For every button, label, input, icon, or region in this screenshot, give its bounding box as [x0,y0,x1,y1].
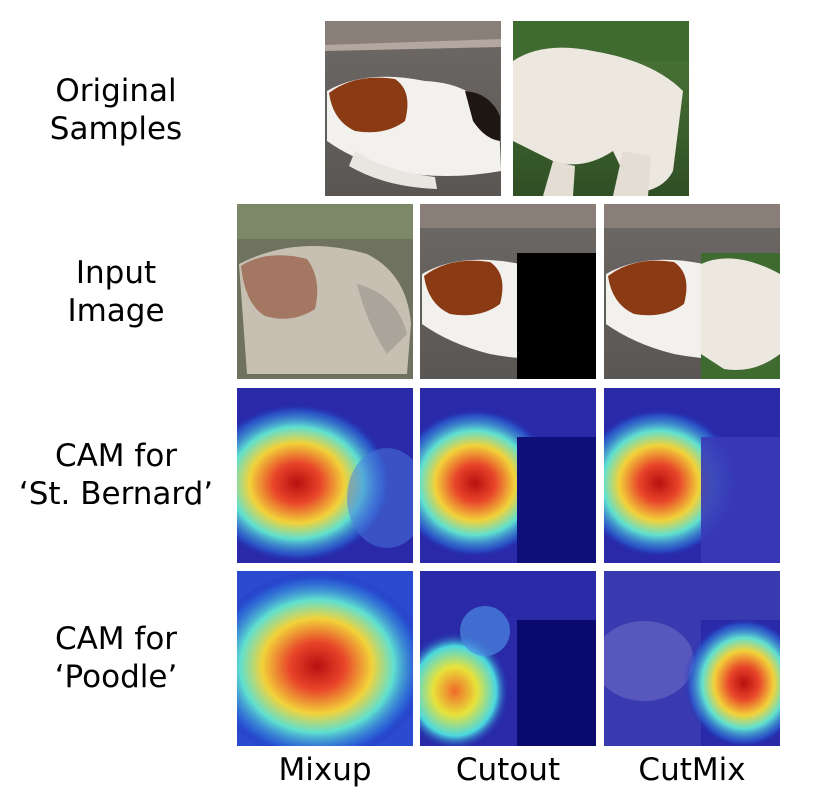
input-mixup-image [237,204,413,379]
cam-st-bernard-cutmix [604,388,780,563]
column-label-cutmix: CutMix [638,752,746,788]
original-poodle-image [513,21,689,196]
row-label-cam-st-bernard: CAM for ‘St. Bernard’ [18,438,214,512]
original-st-bernard-image [325,21,501,196]
row-label-cam-poodle: CAM for ‘Poodle’ [54,621,178,695]
cutout-patch [517,253,596,379]
row-label-input-image: Input Image [67,255,165,329]
cam-st-bernard-mixup [237,388,413,563]
cam-st-bernard-cutout [420,388,596,563]
column-label-mixup: Mixup [278,752,372,788]
input-cutout-image [420,204,596,379]
row-label-original-samples: Original Samples [49,73,183,147]
cutmix-patch-cam [701,437,780,563]
cam-poodle-cutmix [604,571,780,746]
input-cutmix-image [604,204,780,379]
column-label-cutout: Cutout [455,752,561,788]
cam-poodle-mixup [237,571,413,746]
cutout-patch-cam-poodle [517,620,596,746]
cutout-patch-cam [517,437,596,563]
cam-poodle-cutout [420,571,596,746]
